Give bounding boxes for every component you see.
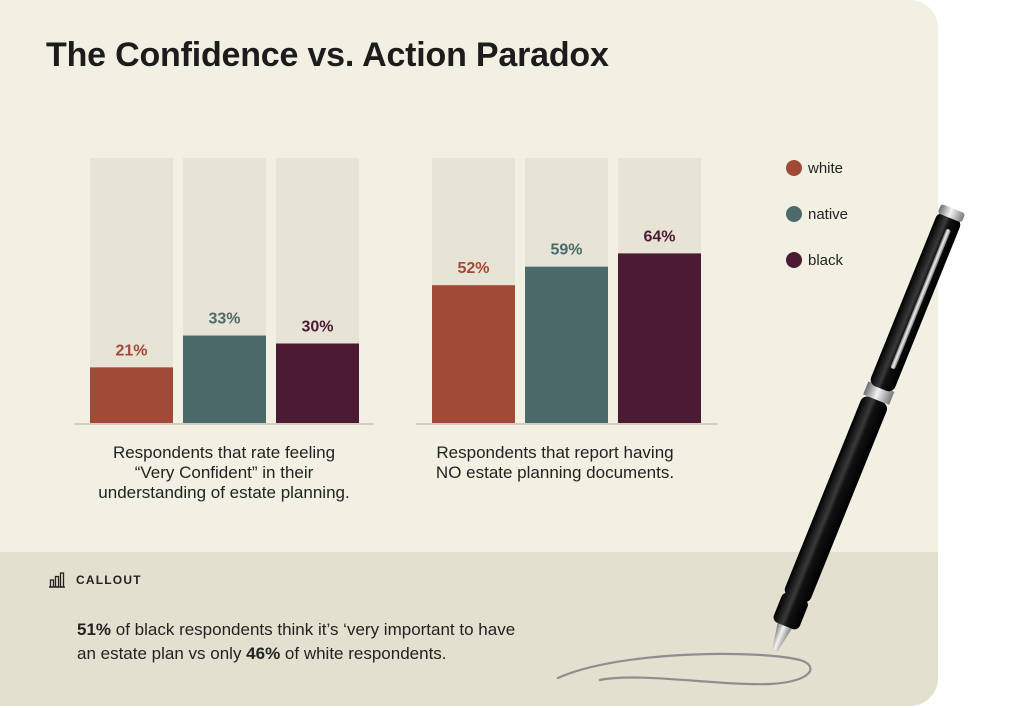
legend-item-black: black bbox=[786, 250, 848, 270]
chart1-caption-line: understanding of estate planning. bbox=[98, 483, 350, 502]
chart1-bar-native bbox=[183, 335, 266, 423]
charts-area: 21% 33% 30% 52% 59% 64% bbox=[74, 158, 718, 425]
chart2-caption-line: NO estate planning documents. bbox=[435, 463, 675, 482]
legend-item-native: native bbox=[786, 204, 848, 224]
callout-stat: 51% bbox=[77, 620, 112, 639]
legend-swatch bbox=[786, 252, 802, 268]
callout-header: CALLOUT bbox=[48, 572, 142, 588]
chart2-data-label: 59% bbox=[550, 242, 582, 259]
chart2-data-label: 52% bbox=[457, 260, 489, 277]
callout-text: 51% of black respondents think it’s ‘ver… bbox=[77, 618, 597, 666]
chart2-bar-black bbox=[618, 253, 701, 423]
callout-stat: 46% bbox=[246, 644, 281, 663]
callout-line: 51% of black respondents think it’s ‘ver… bbox=[77, 618, 597, 642]
chart2-data-label: 64% bbox=[643, 228, 675, 245]
chart1-caption-line: “Very Confident” in their bbox=[134, 463, 314, 482]
chart1-bar-white bbox=[90, 367, 173, 423]
bar-chart-icon bbox=[49, 572, 65, 588]
legend-swatch bbox=[786, 160, 802, 176]
chart2-bar-white bbox=[432, 285, 515, 423]
chart2-caption-line: Respondents that report having bbox=[436, 443, 674, 462]
legend-label: white bbox=[808, 159, 844, 177]
chart2-caption: Respondents that report having NO estate… bbox=[412, 443, 698, 483]
legend: white native black bbox=[786, 158, 848, 296]
legend-item-white: white bbox=[786, 158, 848, 178]
infographic-card: The Confidence vs. Action Paradox 21% 33%… bbox=[0, 0, 938, 706]
chart1-caption: Respondents that rate feeling “Very Conf… bbox=[74, 443, 374, 503]
callout-phrase: of white respondents. bbox=[280, 644, 447, 663]
legend-label: native bbox=[808, 205, 849, 223]
callout-phrase: of black respondents think it’s ‘very im… bbox=[111, 620, 516, 639]
chart2-bar-native bbox=[525, 266, 608, 423]
chart1-caption-line: Respondents that rate feeling bbox=[112, 443, 336, 462]
legend-label: black bbox=[808, 251, 844, 269]
callout-heading: CALLOUT bbox=[76, 573, 142, 587]
chart1-data-label: 21% bbox=[115, 342, 147, 359]
callout-line: an estate plan vs only 46% of white resp… bbox=[77, 642, 597, 666]
chart1-data-label: 30% bbox=[301, 319, 333, 336]
page-title: The Confidence vs. Action Paradox bbox=[46, 36, 609, 74]
legend-swatch bbox=[786, 206, 802, 222]
chart1-bar-black bbox=[276, 343, 359, 423]
callout-phrase: an estate plan vs only bbox=[77, 644, 247, 663]
chart1-data-label: 33% bbox=[208, 311, 240, 328]
